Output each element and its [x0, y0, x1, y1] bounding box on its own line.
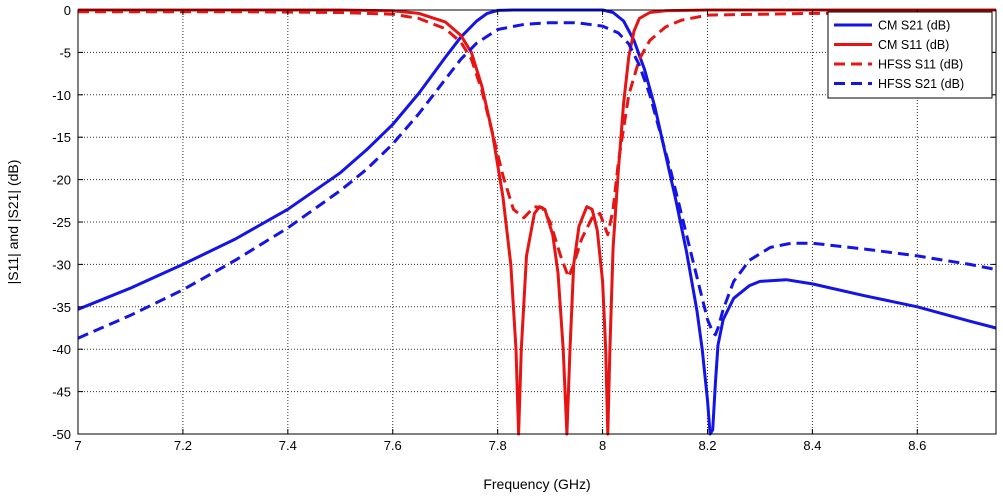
- y-axis-label: |S11| and |S21| (dB): [5, 160, 21, 285]
- series-line-hfss-s21-db: [77, 21, 997, 340]
- x-tick-label: 8.4: [803, 438, 821, 453]
- y-tick-label: -25: [52, 215, 71, 230]
- y-tick-label: -30: [52, 257, 71, 272]
- legend-label-hfss-s11-db: HFSS S11 (dB): [878, 58, 963, 72]
- y-tick-label: -10: [52, 88, 71, 103]
- legend: CM S21 (dB) CM S11 (dB) HFSS S11 (dB) HFSS …: [827, 11, 993, 99]
- x-tick-label: 7.8: [489, 438, 507, 453]
- y-tick-label: -15: [52, 130, 71, 145]
- y-tick-label: -50: [52, 427, 71, 442]
- y-tick-label: -35: [52, 300, 71, 315]
- legend-label-hfss-s21-db: HFSS S21 (dB): [878, 77, 964, 91]
- x-axis-label: Frequency (GHz): [483, 476, 590, 492]
- y-tick-label: 0: [64, 3, 71, 18]
- axis-ticks: 7 7.2 7.4 7.6 7.8 8 8.2 8.4 8.6 0 -5 -10 -15 -20 -25 -3…: [52, 3, 996, 453]
- x-tick-label: 7.6: [384, 438, 402, 453]
- series-line-cm-s21-db: [77, 8, 997, 436]
- x-tick-label: 8.2: [698, 438, 716, 453]
- y-tick-label: -5: [59, 45, 71, 60]
- y-tick-label: -40: [52, 342, 71, 357]
- x-tick-label: 8.6: [908, 438, 926, 453]
- series-line-hfss-s11-db: [78, 10, 997, 279]
- y-tick-label: -45: [52, 385, 71, 400]
- x-tick-label: 7.2: [174, 438, 192, 453]
- x-tick-label: 7.4: [279, 438, 297, 453]
- legend-label-cm-s11-db: CM S11 (dB): [878, 38, 949, 52]
- x-tick-label: 7: [74, 438, 81, 453]
- legend-label-cm-s21-db: CM S21 (dB): [878, 19, 950, 33]
- y-tick-label: -20: [52, 173, 71, 188]
- series-line-cm-s11-db: [78, 8, 996, 436]
- x-tick-label: 8: [599, 438, 606, 453]
- series-group: [77, 8, 997, 436]
